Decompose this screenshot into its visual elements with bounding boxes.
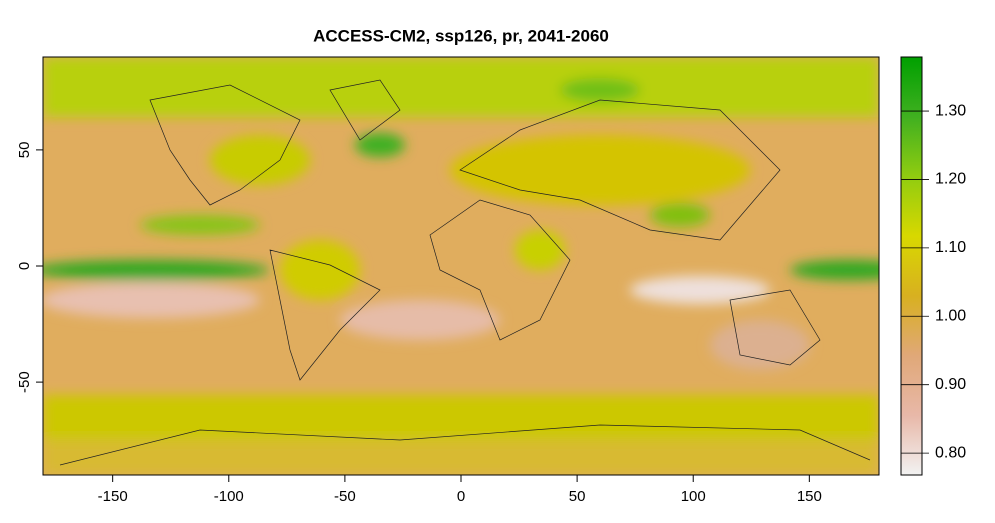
x-tick-label: 100 bbox=[681, 488, 706, 505]
y-tick-label: 0 bbox=[16, 262, 33, 270]
x-tick-label: 0 bbox=[457, 488, 465, 505]
y-tick-label: -50 bbox=[16, 371, 33, 393]
colorbar-tick-label: 0.80 bbox=[935, 444, 966, 461]
x-tick-label: -150 bbox=[98, 488, 128, 505]
x-tick-label: 50 bbox=[569, 488, 586, 505]
colorbar bbox=[900, 56, 923, 476]
x-tick-label: -50 bbox=[334, 488, 356, 505]
x-tick-label: -100 bbox=[214, 488, 244, 505]
precip-field bbox=[43, 57, 879, 475]
colorbar-tick-label: 1.10 bbox=[935, 239, 966, 256]
map-title: ACCESS-CM2, ssp126, pr, 2041-2060 bbox=[313, 26, 609, 45]
colorbar-tick-label: 1.30 bbox=[935, 102, 966, 119]
y-tick-label: 50 bbox=[16, 142, 33, 159]
colorbar-tick-label: 1.20 bbox=[935, 171, 966, 188]
x-tick-label: 150 bbox=[797, 488, 822, 505]
colorbar-tick-label: 1.00 bbox=[935, 308, 966, 325]
colorbar-tick-label: 0.90 bbox=[935, 376, 966, 393]
